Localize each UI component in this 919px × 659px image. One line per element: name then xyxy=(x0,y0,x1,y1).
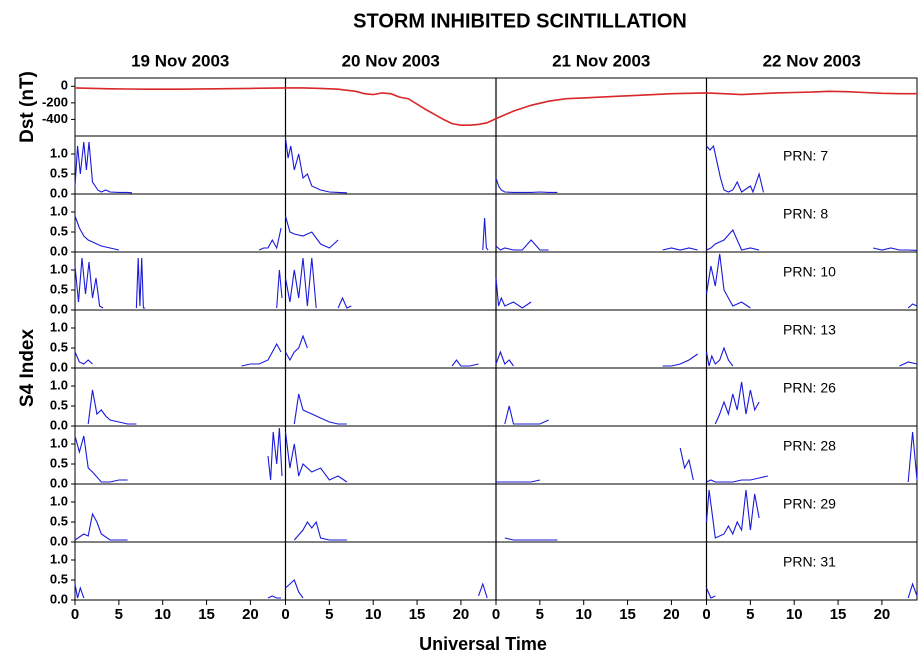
x-tick-label: 20 xyxy=(242,606,259,623)
y-tick-label: 1.0 xyxy=(50,551,68,566)
x-tick-label: 10 xyxy=(786,606,803,623)
prn-label: PRN: 7 xyxy=(783,148,828,164)
data-line xyxy=(87,381,760,425)
x-tick-label: 20 xyxy=(874,606,891,623)
y-tick-label: 1.0 xyxy=(50,203,68,218)
y-tick-label: -400 xyxy=(42,111,68,126)
x-axis-label: Universal Time xyxy=(419,634,547,654)
x-tick-label: 15 xyxy=(409,606,426,623)
y-tick-label: 0.5 xyxy=(50,339,68,354)
prn-label: PRN: 29 xyxy=(783,496,836,512)
y-tick-label: 0.0 xyxy=(50,417,68,432)
chart-title: STORM INHIBITED SCINTILLATION xyxy=(353,10,687,32)
day-label: 19 Nov 2003 xyxy=(131,51,229,70)
data-line xyxy=(74,253,918,309)
y-tick-label: 1.0 xyxy=(50,493,68,508)
y-tick-label: 0.5 xyxy=(50,165,68,180)
x-tick-label: 10 xyxy=(575,606,592,623)
y-tick-label: 0.5 xyxy=(50,513,68,528)
y-tick-label: 1.0 xyxy=(50,261,68,276)
day-label: 21 Nov 2003 xyxy=(552,51,650,70)
data-line xyxy=(74,427,918,483)
x-tick-label: 5 xyxy=(536,606,544,623)
y-tick-label: 1.0 xyxy=(50,319,68,334)
y-tick-label: 0 xyxy=(61,78,68,93)
prn-label: PRN: 28 xyxy=(783,438,836,454)
data-line xyxy=(74,87,917,126)
data-line xyxy=(74,215,918,251)
x-tick-label: 10 xyxy=(154,606,171,623)
x-tick-label: 15 xyxy=(198,606,215,623)
y-tick-label: 0.0 xyxy=(50,359,68,374)
data-line xyxy=(74,489,760,541)
y-tick-label: 0.5 xyxy=(50,281,68,296)
x-tick-label: 5 xyxy=(746,606,754,623)
data-line xyxy=(74,579,918,599)
y-tick-label: 0.5 xyxy=(50,397,68,412)
x-tick-label: 5 xyxy=(115,606,123,623)
data-line xyxy=(74,334,918,367)
x-tick-label: 0 xyxy=(492,606,500,623)
y-tick-label: 1.0 xyxy=(50,145,68,160)
x-tick-label: 0 xyxy=(71,606,79,623)
prn-label: PRN: 10 xyxy=(783,264,836,280)
y-tick-label: 0.5 xyxy=(50,223,68,238)
day-label: 20 Nov 2003 xyxy=(342,51,440,70)
x-tick-label: 10 xyxy=(365,606,382,623)
y-tick-label: 1.0 xyxy=(50,435,68,450)
x-tick-label: 20 xyxy=(663,606,680,623)
day-label: 22 Nov 2003 xyxy=(763,51,861,70)
y-axis-label: S4 Index xyxy=(17,329,38,408)
y-tick-label: 0.0 xyxy=(50,185,68,200)
y-tick-label: 1.0 xyxy=(50,377,68,392)
y-tick-label: 0.5 xyxy=(50,455,68,470)
x-tick-label: 15 xyxy=(830,606,847,623)
data-line xyxy=(74,137,765,194)
x-tick-label: 15 xyxy=(619,606,636,623)
prn-label: PRN: 31 xyxy=(783,554,836,570)
x-tick-label: 20 xyxy=(453,606,470,623)
prn-label: PRN: 26 xyxy=(783,380,836,396)
y-axis-label: Dst (nT) xyxy=(17,71,38,143)
x-tick-label: 0 xyxy=(281,606,289,623)
y-tick-label: -200 xyxy=(42,94,68,109)
y-tick-label: 0.0 xyxy=(50,243,68,258)
x-tick-label: 0 xyxy=(702,606,710,623)
prn-label: PRN: 13 xyxy=(783,322,836,338)
y-tick-label: 0.0 xyxy=(50,533,68,548)
y-tick-label: 0.0 xyxy=(50,591,68,606)
y-tick-label: 0.0 xyxy=(50,301,68,316)
y-tick-label: 0.0 xyxy=(50,475,68,490)
y-tick-label: 0.5 xyxy=(50,571,68,586)
x-tick-label: 5 xyxy=(325,606,333,623)
prn-label: PRN: 8 xyxy=(783,206,828,222)
